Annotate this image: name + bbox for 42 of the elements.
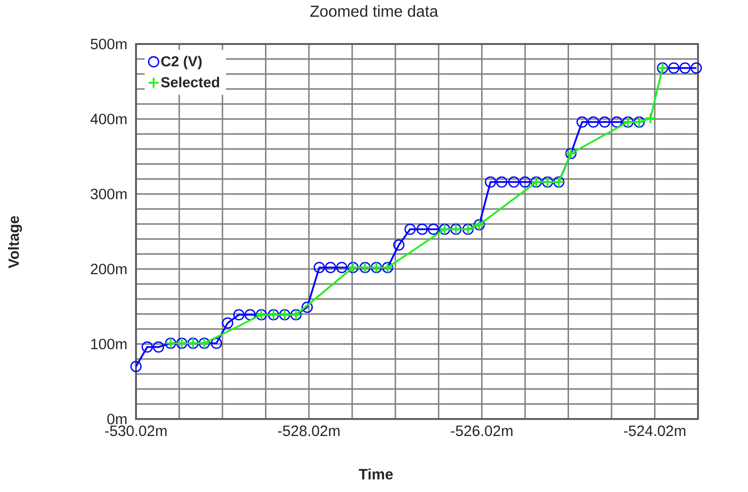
point	[519, 176, 531, 188]
point	[611, 116, 622, 128]
chart-title: Zoomed time data	[310, 5, 438, 17]
y-tick-label: 400m	[90, 114, 126, 124]
y-tick-label: 100m	[91, 338, 126, 350]
point	[233, 309, 245, 320]
point	[210, 338, 222, 349]
x-tick-label: -526.02m	[450, 426, 512, 436]
point	[244, 309, 256, 320]
point	[508, 176, 520, 188]
point	[222, 317, 234, 329]
point	[393, 239, 404, 251]
point	[152, 341, 164, 353]
x-tick-label: -530.02m	[105, 426, 167, 436]
y-tick-label: 500m	[90, 38, 126, 50]
point	[576, 116, 588, 128]
point	[428, 224, 440, 235]
point	[668, 62, 680, 74]
y-axis-title: Voltage	[8, 216, 22, 268]
point	[302, 302, 313, 313]
point	[679, 62, 691, 74]
y-tick-label: 200m	[90, 264, 126, 274]
legend-label: C2 (V)	[161, 56, 202, 70]
point	[690, 62, 702, 74]
y-tick-label: 300m	[90, 188, 126, 200]
point	[496, 176, 508, 188]
point	[484, 176, 496, 188]
point	[130, 360, 142, 372]
point	[336, 262, 348, 274]
point	[416, 224, 428, 235]
y-tick-label: 0m	[107, 414, 126, 424]
point	[314, 262, 325, 274]
legend-label: Selected	[161, 76, 220, 88]
point	[644, 112, 656, 124]
point	[404, 224, 416, 235]
point	[142, 341, 153, 353]
x-axis-title: Time	[358, 468, 393, 480]
point	[324, 262, 336, 274]
point	[588, 116, 600, 128]
x-tick-label: -524.02m	[624, 426, 686, 436]
point	[598, 116, 610, 128]
x-tick-label: -528.02m	[278, 426, 340, 436]
